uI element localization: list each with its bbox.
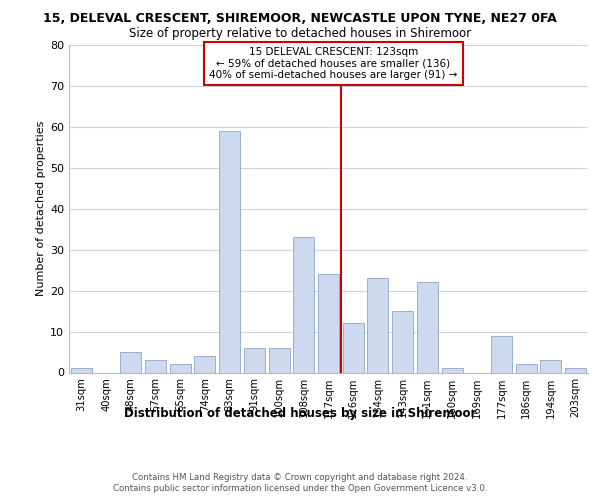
Bar: [170, 364, 191, 372]
Bar: [343, 324, 364, 372]
Text: Contains public sector information licensed under the Open Government Licence v3: Contains public sector information licen…: [113, 484, 487, 493]
Text: Size of property relative to detached houses in Shiremoor: Size of property relative to detached ho…: [129, 28, 471, 40]
Text: 15 DELEVAL CRESCENT: 123sqm
← 59% of detached houses are smaller (136)
40% of se: 15 DELEVAL CRESCENT: 123sqm ← 59% of det…: [209, 47, 458, 80]
Bar: [367, 278, 388, 372]
Bar: [516, 364, 537, 372]
Bar: [293, 238, 314, 372]
Bar: [318, 274, 339, 372]
Bar: [244, 348, 265, 372]
Bar: [491, 336, 512, 372]
Bar: [565, 368, 586, 372]
Y-axis label: Number of detached properties: Number of detached properties: [36, 121, 46, 296]
Bar: [219, 131, 240, 372]
Bar: [442, 368, 463, 372]
Bar: [541, 360, 562, 372]
Bar: [417, 282, 438, 372]
Bar: [392, 311, 413, 372]
Bar: [194, 356, 215, 372]
Bar: [120, 352, 141, 372]
Text: Distribution of detached houses by size in Shiremoor: Distribution of detached houses by size …: [124, 408, 476, 420]
Text: 15, DELEVAL CRESCENT, SHIREMOOR, NEWCASTLE UPON TYNE, NE27 0FA: 15, DELEVAL CRESCENT, SHIREMOOR, NEWCAST…: [43, 12, 557, 26]
Text: Contains HM Land Registry data © Crown copyright and database right 2024.: Contains HM Land Registry data © Crown c…: [132, 472, 468, 482]
Bar: [145, 360, 166, 372]
Bar: [269, 348, 290, 372]
Bar: [71, 368, 92, 372]
